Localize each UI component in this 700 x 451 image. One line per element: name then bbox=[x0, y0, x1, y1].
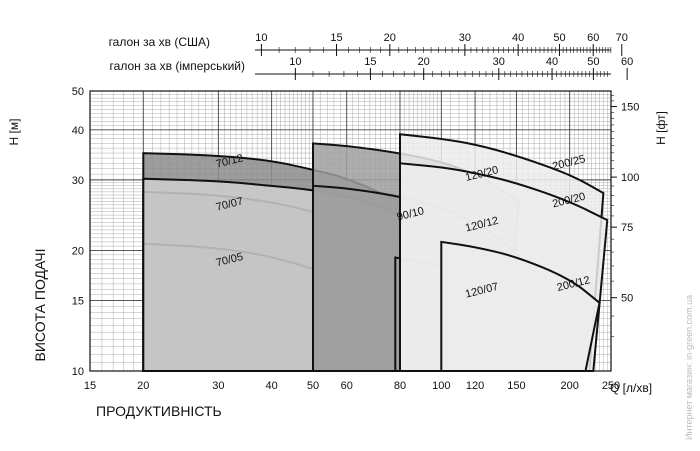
x-tick-label: 40 bbox=[266, 380, 278, 392]
top-axis-tick-label: 60 bbox=[587, 32, 599, 44]
top-axis-tick-label: 70 bbox=[616, 32, 628, 44]
x-tick-label: 80 bbox=[394, 380, 406, 392]
x-tick-label: 50 bbox=[307, 380, 319, 392]
y-right-tick-label: 50 bbox=[621, 293, 633, 305]
x-tick-label: 60 bbox=[341, 380, 353, 392]
top-axis-tick-label: 30 bbox=[493, 56, 505, 68]
top-axis-tick-label: 20 bbox=[418, 56, 430, 68]
top-axis-tick-label: 15 bbox=[364, 56, 376, 68]
top-axis-tick-label: 10 bbox=[255, 32, 267, 44]
top-axis-tick-label: 60 bbox=[621, 56, 633, 68]
x-tick-label: 20 bbox=[137, 380, 149, 392]
x-tick-label: 15 bbox=[84, 380, 96, 392]
area-200-12 bbox=[440, 240, 601, 372]
x-tick-label: 200 bbox=[560, 380, 578, 392]
y-axis-right-ticks: 50 75 100 150 bbox=[611, 95, 639, 337]
top-axes: галон за хв (США) 10 15 20 30 40 50 60 70 галон з… bbox=[109, 32, 633, 80]
top-axis-tick-label: 15 bbox=[330, 32, 342, 44]
top-axis-tick-label: 40 bbox=[546, 56, 558, 68]
x-tick-label: 250 bbox=[602, 380, 620, 392]
x-axis-caption: ПРОДУКТИВНІСТЬ bbox=[96, 403, 222, 419]
plot-frame bbox=[89, 90, 612, 372]
top-axis-label: галон за хв (США) bbox=[109, 35, 210, 49]
x-tick-label: 100 bbox=[432, 380, 450, 392]
top-axis-tick-label: 50 bbox=[587, 56, 599, 68]
y-left-tick-label: 10 bbox=[72, 366, 84, 378]
top-axis-tick-label: 40 bbox=[512, 32, 524, 44]
y-left-tick-label: 20 bbox=[72, 245, 84, 257]
y-axis-left-label: ВИСОТА ПОДАЧІ bbox=[32, 249, 48, 362]
top-axis-tick-label: 30 bbox=[459, 32, 471, 44]
top-axis-tick-label: 10 bbox=[289, 56, 301, 68]
x-tick-label: 30 bbox=[212, 380, 224, 392]
y-right-tick-label: 100 bbox=[621, 172, 639, 184]
top-axis-label: галон за хв (імперський) bbox=[110, 59, 245, 73]
y-left-tick-label: 30 bbox=[72, 175, 84, 187]
x-axis-ticks: 15 20 30 40 50 60 80 100 120 150 200 250 bbox=[84, 380, 620, 392]
top-axis-tick-label: 20 bbox=[384, 32, 396, 44]
x-tick-label: 150 bbox=[507, 380, 525, 392]
y-axis-left-units: H [м] bbox=[7, 119, 21, 146]
y-axis-right-units: H [фт] bbox=[654, 111, 668, 145]
performance-areas bbox=[142, 133, 609, 372]
y-right-tick-label: 150 bbox=[621, 102, 639, 114]
x-axis-units: Q [л/хв] bbox=[610, 381, 652, 395]
top-axis-tick-label: 50 bbox=[553, 32, 565, 44]
curve-label-200-25: 200/25 bbox=[551, 153, 587, 173]
y-left-tick-label: 40 bbox=[72, 125, 84, 137]
y-axis-left-ticks: 10 15 20 30 40 50 bbox=[72, 86, 84, 378]
y-right-tick-label: 75 bbox=[621, 222, 633, 234]
y-left-tick-label: 15 bbox=[72, 295, 84, 307]
y-left-tick-label: 50 bbox=[72, 86, 84, 98]
x-tick-label: 120 bbox=[466, 380, 484, 392]
watermark: Интернет магазин: in-green.com.ua bbox=[684, 295, 694, 440]
